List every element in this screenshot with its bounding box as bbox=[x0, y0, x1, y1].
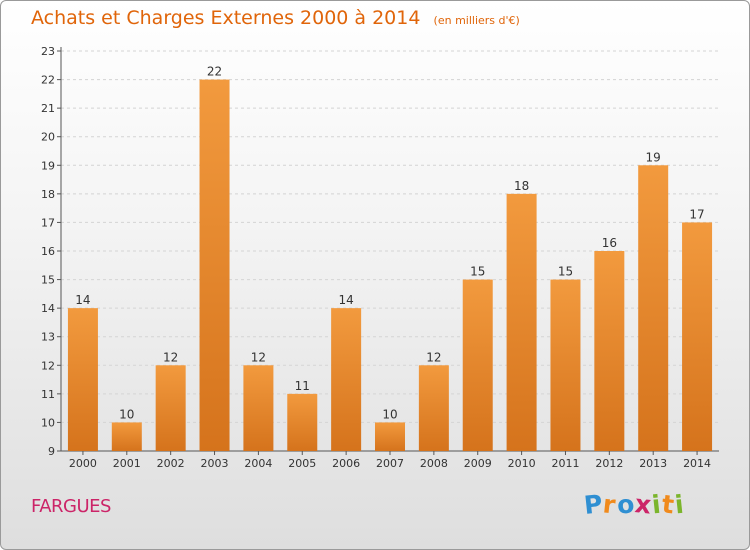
y-tick-label: 15 bbox=[41, 274, 55, 287]
y-tick-label: 10 bbox=[41, 416, 55, 429]
x-tick-label-2011: 2011 bbox=[551, 457, 579, 470]
bar-2001 bbox=[111, 422, 142, 451]
x-tick-label-2004: 2004 bbox=[244, 457, 272, 470]
value-label-2004: 12 bbox=[251, 350, 266, 364]
y-tick-label: 9 bbox=[48, 445, 55, 458]
bar-2010 bbox=[506, 193, 537, 451]
value-label-2013: 19 bbox=[646, 150, 661, 164]
title-area: Achats et Charges Externes 2000 à 2014 (… bbox=[31, 7, 520, 29]
bar-2011 bbox=[550, 279, 581, 451]
labels: 9 10 11 12 13 14 15 16 17 18 19 20 21 22 23 14 2000 10 200… bbox=[41, 45, 711, 470]
x-tick-label-2014: 2014 bbox=[683, 457, 711, 470]
chart-title: Achats et Charges Externes 2000 à 2014 bbox=[31, 7, 421, 29]
value-label-2012: 16 bbox=[602, 236, 617, 250]
bar-2000 bbox=[67, 308, 98, 451]
bar-2004 bbox=[243, 365, 274, 451]
value-label-2006: 14 bbox=[338, 293, 353, 307]
bar-2002 bbox=[155, 365, 186, 451]
bar-2005 bbox=[287, 393, 318, 451]
value-label-2002: 12 bbox=[163, 350, 178, 364]
bar-2012 bbox=[594, 251, 625, 451]
value-label-2003: 22 bbox=[207, 65, 222, 79]
bar-2007 bbox=[375, 422, 405, 451]
value-label-2000: 14 bbox=[75, 293, 90, 307]
y-tick-label: 20 bbox=[41, 131, 55, 144]
bar-2006 bbox=[331, 308, 362, 451]
value-label-2009: 15 bbox=[470, 265, 485, 279]
value-label-2011: 15 bbox=[558, 265, 573, 279]
x-tick-label-2012: 2012 bbox=[595, 457, 623, 470]
proxiti-logo: Proxiti bbox=[583, 489, 686, 520]
y-tick-label: 22 bbox=[41, 74, 55, 87]
bar-2013 bbox=[638, 165, 669, 452]
value-label-2001: 10 bbox=[119, 407, 134, 421]
y-tick-label: 16 bbox=[41, 245, 55, 258]
x-tick-label-2001: 2001 bbox=[113, 457, 141, 470]
x-tick-label-2006: 2006 bbox=[332, 457, 360, 470]
value-label-2005: 11 bbox=[295, 379, 310, 393]
y-tick-label: 18 bbox=[41, 188, 55, 201]
x-tick-label-2002: 2002 bbox=[157, 457, 185, 470]
bar-2003 bbox=[199, 79, 230, 452]
value-label-2008: 12 bbox=[426, 350, 441, 364]
y-tick-label: 21 bbox=[41, 102, 55, 115]
x-tick-label-2007: 2007 bbox=[376, 457, 404, 470]
x-tick-label-2008: 2008 bbox=[420, 457, 448, 470]
x-tick-label-2003: 2003 bbox=[201, 457, 229, 470]
value-label-2014: 17 bbox=[689, 207, 704, 221]
value-label-2007: 10 bbox=[382, 407, 397, 421]
bar-2014 bbox=[682, 222, 713, 451]
value-label-2010: 18 bbox=[514, 179, 529, 193]
chart-unit-label: (en milliers d'€) bbox=[433, 14, 520, 27]
location-label: FARGUES bbox=[31, 496, 111, 517]
bar-2008 bbox=[418, 365, 449, 451]
x-tick-label-2000: 2000 bbox=[69, 457, 97, 470]
y-tick-label: 14 bbox=[41, 302, 55, 315]
y-tick-label: 23 bbox=[41, 45, 55, 58]
bars bbox=[67, 79, 713, 452]
logo-letter: i bbox=[673, 489, 686, 520]
y-tick-label: 13 bbox=[41, 331, 55, 344]
bar-2009 bbox=[462, 279, 493, 451]
y-tick-label: 11 bbox=[41, 388, 55, 401]
x-tick-label-2009: 2009 bbox=[464, 457, 492, 470]
y-tick-label: 17 bbox=[41, 216, 55, 229]
x-tick-label-2005: 2005 bbox=[288, 457, 316, 470]
y-tick-label: 12 bbox=[41, 359, 55, 372]
y-tick-label: 19 bbox=[41, 159, 55, 172]
x-tick-label-2010: 2010 bbox=[508, 457, 536, 470]
x-tick-label-2013: 2013 bbox=[639, 457, 667, 470]
